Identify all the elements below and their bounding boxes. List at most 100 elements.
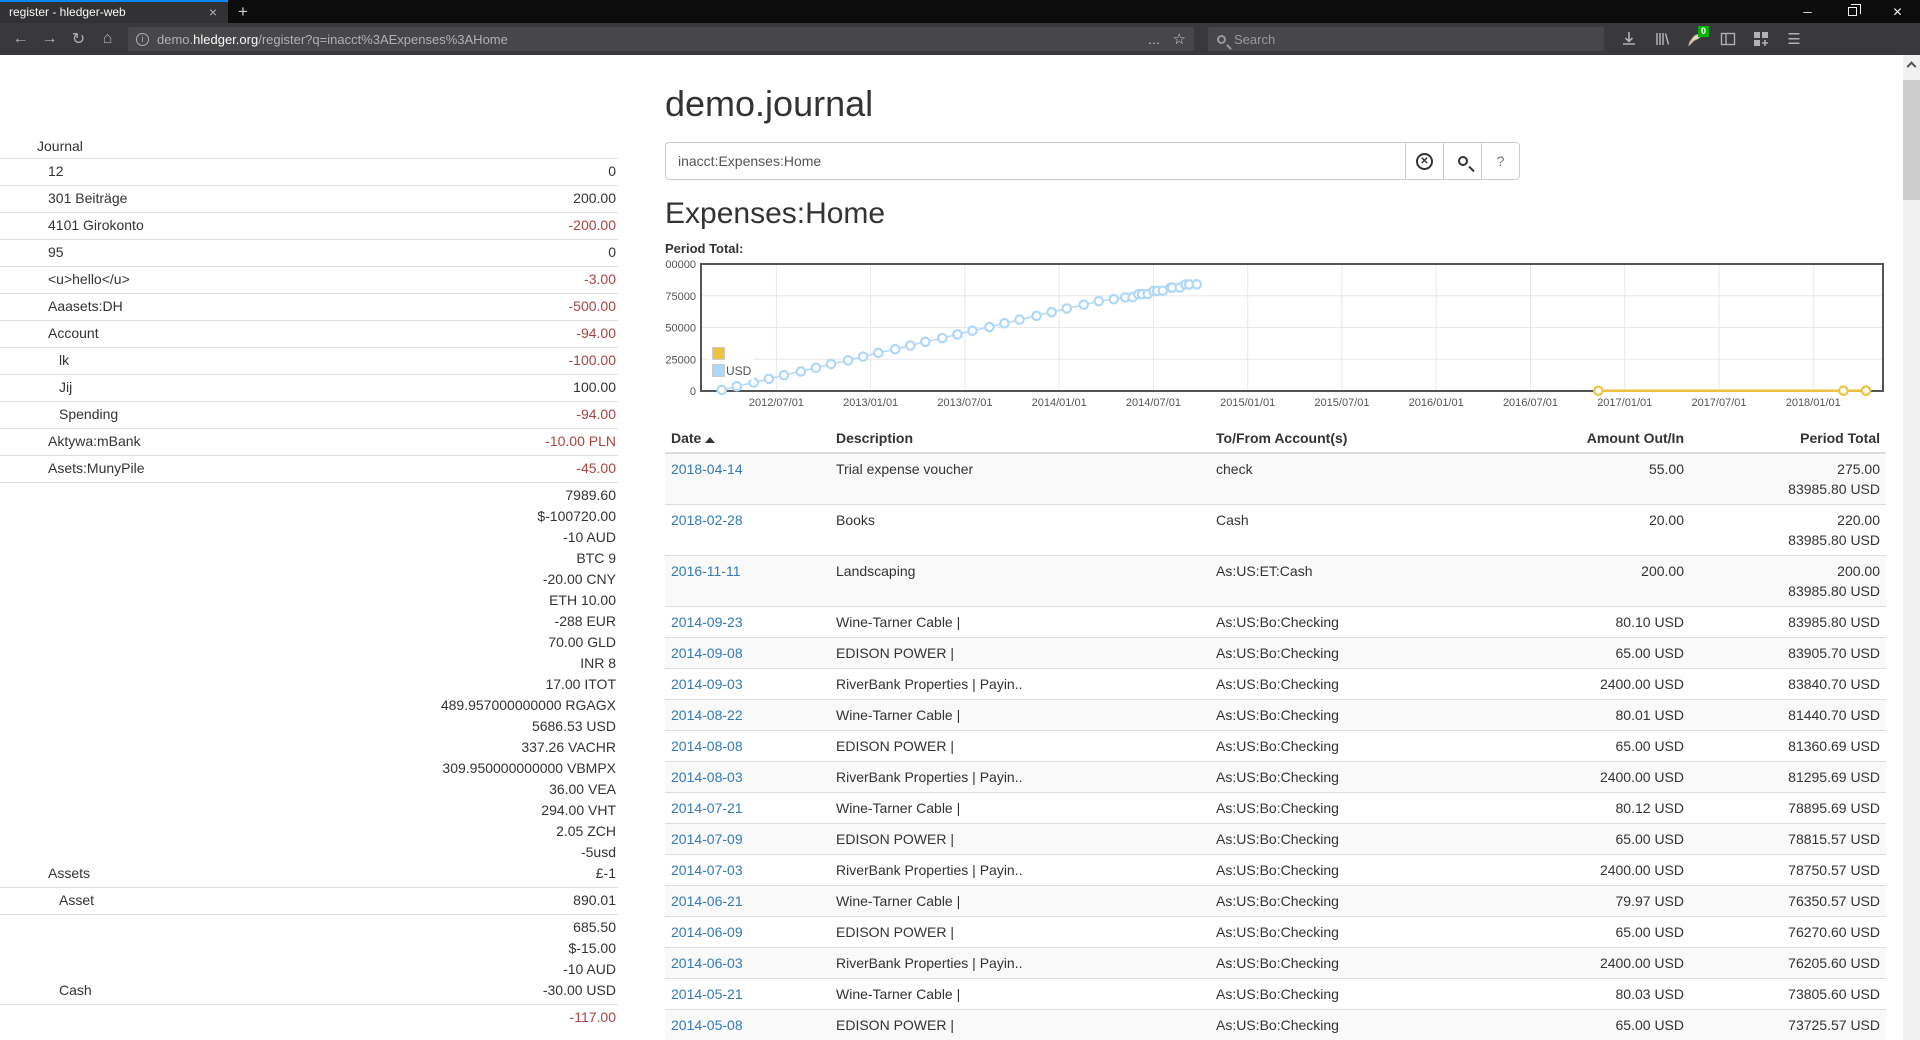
restore-button[interactable]: [1830, 0, 1875, 23]
sidebar-account-link[interactable]: Asset: [59, 892, 95, 908]
close-window-button[interactable]: ✕: [1892, 4, 1903, 19]
account-list: 12 0 301 Beiträge 200.00 4101 Girokonto -200.…: [0, 158, 618, 1031]
date-link[interactable]: 2014-05-08: [671, 1017, 743, 1033]
period-total-cell: 200.00 83985.80 USD: [1690, 555, 1886, 607]
site-info-icon[interactable]: i: [136, 32, 149, 46]
menu-button[interactable]: ☰: [1787, 31, 1801, 48]
sidebar-account-row: 301 Beiträge 200.00: [0, 185, 618, 212]
date-link[interactable]: 2014-08-08: [671, 738, 743, 754]
account-cell: As:US:Bo:Checking: [1210, 761, 1540, 793]
date-link[interactable]: 2014-06-03: [671, 955, 743, 971]
sidebar-account-link[interactable]: Spending: [59, 406, 119, 422]
sidebar-account-link[interactable]: Cash: [59, 982, 92, 998]
balance-amount: 0: [608, 244, 616, 260]
description-cell: RiverBank Properties | Payin..: [830, 668, 1210, 700]
balance-amount: 100.00: [573, 379, 616, 395]
svg-text:2017/01/01: 2017/01/01: [1597, 397, 1652, 409]
legend-swatch: [712, 364, 725, 377]
account-balance: -94.00: [418, 323, 618, 344]
sidebar-account-link[interactable]: 4101 Girokonto: [48, 217, 144, 233]
new-tab-button[interactable]: +: [238, 2, 248, 21]
column-header-label: Amount Out/In: [1586, 430, 1684, 446]
home-button[interactable]: ⌂: [102, 30, 113, 47]
amount-cell: 55.00: [1540, 452, 1690, 505]
urlbar-actions: … ☆: [1148, 30, 1186, 48]
date-link[interactable]: 2014-07-09: [671, 831, 743, 847]
balance-amount: 200.00: [573, 190, 616, 206]
column-header-description[interactable]: Description: [830, 424, 1210, 454]
date-link[interactable]: 2014-05-21: [671, 986, 743, 1002]
date-link[interactable]: 2018-04-14: [671, 461, 743, 477]
date-link[interactable]: 2018-02-28: [671, 512, 743, 528]
account-name-cell: Cash: [0, 980, 418, 1001]
column-header-period-total[interactable]: Period Total: [1690, 424, 1886, 454]
scrollbar-thumb[interactable]: [1903, 80, 1920, 200]
column-header-date[interactable]: Date: [665, 424, 830, 454]
page-scrollbar[interactable]: [1903, 55, 1920, 1040]
period-total-line: 83985.80 USD: [1788, 583, 1880, 599]
sidebar-account-link[interactable]: 301 Beiträge: [48, 190, 128, 206]
date-link[interactable]: 2014-07-21: [671, 800, 743, 816]
column-header-amount-out-in[interactable]: Amount Out/In: [1540, 424, 1690, 454]
date-link[interactable]: 2014-08-22: [671, 707, 743, 723]
date-link[interactable]: 2014-09-23: [671, 614, 743, 630]
svg-text:25000: 25000: [665, 354, 696, 366]
scroll-up-arrow[interactable]: [1903, 55, 1920, 72]
date-link[interactable]: 2014-08-03: [671, 769, 743, 785]
sidebar-account-link[interactable]: Asets:MunyPile: [48, 460, 145, 476]
clear-query-button[interactable]: ✕: [1406, 142, 1444, 180]
minimize-button[interactable]: ─: [1803, 4, 1812, 19]
search-button[interactable]: [1444, 142, 1482, 180]
help-button[interactable]: ?: [1482, 142, 1520, 180]
extension-button[interactable]: 0: [1682, 26, 1709, 52]
browser-search-field[interactable]: Search: [1208, 27, 1604, 51]
balance-amount: BTC 9: [576, 550, 616, 566]
legend-swatch: [712, 347, 725, 360]
period-total-cell: 76350.57 USD: [1690, 885, 1886, 917]
period-total-line: 78815.57 USD: [1788, 831, 1880, 847]
date-link[interactable]: 2014-09-08: [671, 645, 743, 661]
library-button[interactable]: [1649, 26, 1675, 52]
period-total-line: 76270.60 USD: [1788, 924, 1880, 940]
downloads-button[interactable]: [1616, 26, 1642, 52]
date-link[interactable]: 2014-06-21: [671, 893, 743, 909]
query-input[interactable]: [665, 142, 1406, 180]
journal-link[interactable]: Journal: [37, 138, 83, 154]
forward-button[interactable]: →: [41, 30, 58, 47]
period-total-line: 81295.69 USD: [1788, 769, 1880, 785]
grid-menu-button[interactable]: [1748, 26, 1774, 52]
svg-text:2013/01/01: 2013/01/01: [843, 397, 898, 409]
back-button[interactable]: ←: [12, 30, 29, 47]
sidebar-account-link[interactable]: 95: [48, 244, 64, 260]
sidebar-account-link[interactable]: Aaasets:DH: [48, 298, 123, 314]
page-actions-icon[interactable]: …: [1147, 31, 1161, 47]
balance-amount: 309.950000000000 VBMPX: [442, 760, 616, 776]
date-link[interactable]: 2014-09-03: [671, 676, 743, 692]
sidebar-account-link[interactable]: Account: [48, 325, 99, 341]
date-link[interactable]: 2014-06-09: [671, 924, 743, 940]
browser-tab[interactable]: register - hledger-web ×: [0, 0, 228, 23]
account-balance: 7989.60 $-100720.00 -10 AUD BTC 9 -20.00 CNY…: [418, 485, 618, 884]
sidebar-account-link[interactable]: 12: [48, 163, 64, 179]
account-balance: -117.00: [418, 1007, 618, 1028]
account-name-cell: 12: [0, 161, 418, 182]
date-link[interactable]: 2016-11-11: [671, 563, 741, 579]
amount-cell: 2400.00 USD: [1540, 668, 1690, 700]
sidebar-account-link[interactable]: <u>hello</u>: [48, 271, 130, 287]
sidebar-account-link[interactable]: Assets: [48, 865, 91, 881]
tab-close-icon[interactable]: ×: [208, 3, 217, 20]
sidebar-account-link[interactable]: lk: [59, 352, 70, 368]
balance-amount: $-100720.00: [537, 508, 616, 524]
balance-amount: -288 EUR: [554, 613, 616, 629]
sidebar-account-link[interactable]: Aktywa:mBank: [48, 433, 141, 449]
bookmark-star-icon[interactable]: ☆: [1172, 31, 1186, 48]
tab-title: register - hledger-web: [9, 4, 126, 19]
date-link[interactable]: 2014-07-03: [671, 862, 743, 878]
reload-button[interactable]: ↻: [71, 31, 86, 48]
amount-cell: 2400.00 USD: [1540, 854, 1690, 886]
period-total-line: 73805.60 USD: [1788, 986, 1880, 1002]
url-bar[interactable]: i demo.hledger.org/register?q=inacct%3AE…: [128, 27, 1194, 51]
sidebar-toggle-button[interactable]: [1715, 26, 1741, 52]
sidebar-account-link[interactable]: Jij: [59, 379, 73, 395]
column-header-to-from-account-s-[interactable]: To/From Account(s): [1210, 424, 1540, 454]
